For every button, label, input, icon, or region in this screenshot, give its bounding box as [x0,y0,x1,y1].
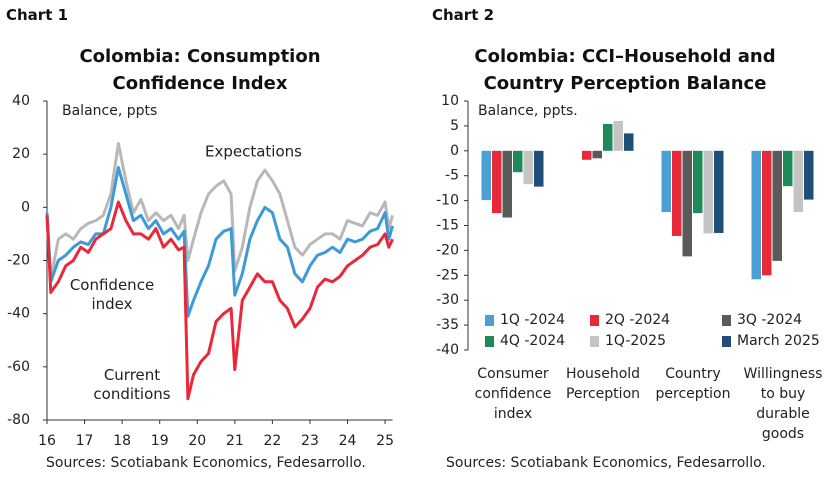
bar [703,150,713,234]
y-tick-label: -40 [436,342,459,358]
chart-heading: Chart 1 [6,6,69,24]
series-label: Current conditions [93,366,170,403]
legend-label: 4Q -2024 [500,333,565,349]
x-tick-label: 21 [226,433,244,449]
bar [783,150,793,187]
x-tick-label: 17 [76,433,94,449]
bar [714,150,724,233]
bar [603,123,613,151]
chart-heading: Chart 2 [432,6,495,24]
legend-swatch [722,336,731,347]
bar [793,150,803,213]
y-tick-label: 5 [450,118,459,134]
legend-swatch [485,315,494,326]
bar [523,150,533,185]
y-tick-label: 10 [441,93,459,109]
bar [661,150,671,213]
series-label: Confidence index [70,276,154,313]
legend-swatch [590,315,599,326]
x-tick-label: 16 [38,433,56,449]
x-tick-label: 22 [263,433,281,449]
y-tick-label: -20 [7,253,30,269]
bar [762,150,772,276]
y-tick-label: -35 [436,317,459,333]
bar [513,150,523,173]
y-tick-label: -25 [436,267,459,283]
bar [682,150,692,257]
x-tick-label: 24 [339,433,357,449]
legend-swatch [722,315,731,326]
bar [804,150,814,200]
legend-label: 1Q-2025 [605,333,666,349]
y-tick-label: 0 [450,143,459,159]
y-axis-label: Balance, ppts [62,103,157,119]
legend-label: 1Q -2024 [500,312,565,328]
y-tick-label: 20 [12,146,30,162]
x-tick-label: Consumer confidence index [474,366,552,422]
y-tick-label: -15 [436,218,459,234]
bar [592,150,602,159]
bar [772,150,782,261]
legend-label: 3Q -2024 [737,312,802,328]
bar [492,150,502,214]
y-tick-label: -20 [436,242,459,258]
series-line [45,166,395,318]
bar [751,150,761,280]
x-tick-label: Household Perception [565,366,641,402]
x-tick-label: 18 [113,433,131,449]
x-tick-label: Country perception [655,366,731,402]
chart-title: Colombia: Consumption Confidence Index [79,46,321,94]
bar [582,150,592,160]
bar [672,150,682,236]
source: Sources: Scotiabank Economics, Fedesarro… [446,455,766,471]
legend-label: March 2025 [737,333,820,349]
y-tick-label: -30 [436,292,459,308]
y-tick-label: -5 [445,168,459,184]
x-tick-label: 25 [376,433,394,449]
bar [481,150,491,201]
y-tick-label: 0 [21,199,30,215]
y-tick-label: 40 [12,93,30,109]
bar [693,150,703,214]
legend-label: 2Q -2024 [605,312,670,328]
y-tick-label: -10 [436,193,459,209]
y-tick-label: -40 [7,306,30,322]
y-tick-label: -60 [7,359,30,375]
chart-title: Colombia: CCI–Household and Country Perc… [474,46,776,94]
bar [534,150,544,187]
y-tick-label: -80 [7,412,30,428]
source: Sources: Scotiabank Economics, Fedesarro… [46,455,366,471]
x-tick-label: Willingness to buy durable goods [743,366,823,442]
x-tick-label: 20 [188,433,206,449]
bar [613,120,623,151]
bar [624,133,634,151]
y-axis-label: Balance, ppts. [478,103,578,119]
legend-swatch [590,336,599,347]
x-tick-label: 19 [151,433,169,449]
series-line [45,200,394,401]
bar [502,150,512,218]
x-tick-label: 23 [301,433,319,449]
series-label: Expectations [205,143,302,161]
legend-swatch [485,336,494,347]
series-line [45,142,395,281]
